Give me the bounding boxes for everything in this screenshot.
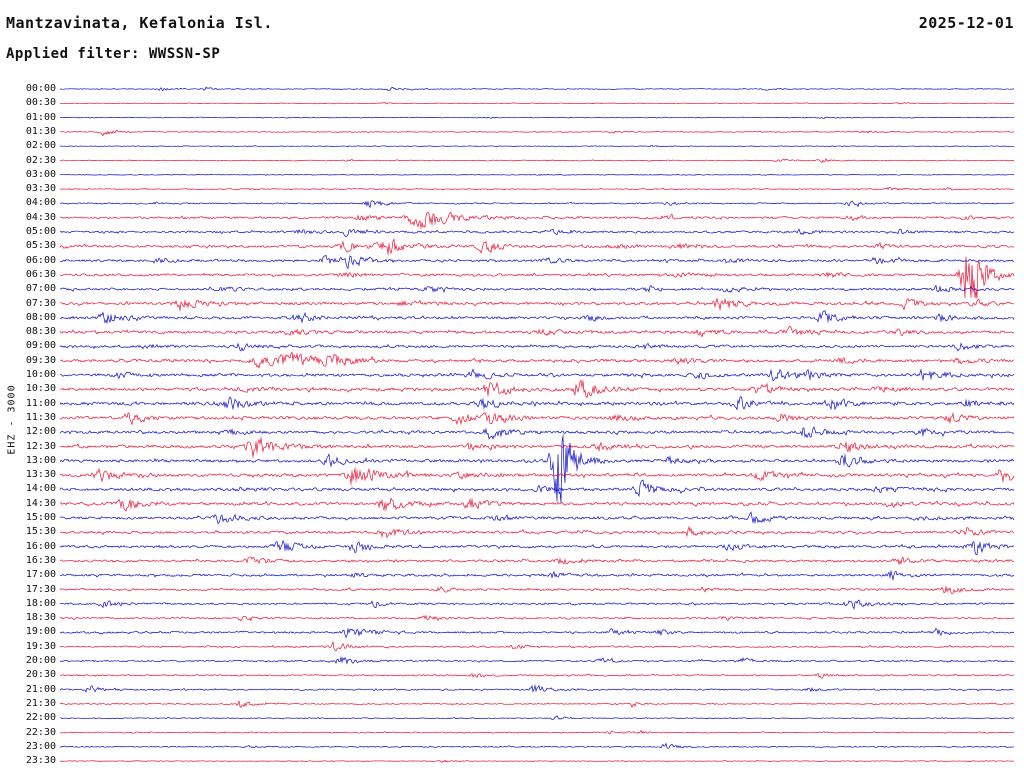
time-label: 18:30 bbox=[25, 612, 56, 624]
time-label: 05:00 bbox=[25, 226, 56, 237]
time-label: 07:00 bbox=[25, 283, 56, 295]
record-date: 2025-12-01 bbox=[918, 14, 1014, 32]
time-label: 01:30 bbox=[25, 125, 56, 137]
time-label: 15:30 bbox=[25, 526, 56, 538]
time-label: 10:30 bbox=[25, 383, 56, 395]
time-label: 11:30 bbox=[25, 411, 56, 423]
time-label: 10:00 bbox=[25, 369, 56, 380]
time-label: 21:00 bbox=[25, 683, 56, 695]
time-label: 02:30 bbox=[25, 154, 56, 166]
time-label: 09:00 bbox=[25, 340, 56, 352]
station-title: Mantzavinata, Kefalonia Isl. bbox=[6, 14, 273, 32]
time-label: 14:00 bbox=[25, 483, 56, 495]
filter-label: Applied filter: WWSSN-SP bbox=[6, 46, 221, 62]
time-label: 03:00 bbox=[25, 168, 56, 180]
time-label: 08:30 bbox=[25, 326, 56, 338]
time-label: 19:00 bbox=[25, 626, 56, 638]
time-label: 14:30 bbox=[25, 497, 56, 509]
time-label: 16:30 bbox=[25, 554, 56, 566]
time-label: 05:30 bbox=[25, 240, 56, 252]
time-label: 23:30 bbox=[25, 755, 56, 767]
time-label: 01:00 bbox=[25, 111, 56, 123]
time-label: 19:30 bbox=[25, 640, 56, 652]
time-label: 13:30 bbox=[25, 469, 56, 481]
time-label: 13:00 bbox=[25, 454, 56, 466]
time-label: 12:30 bbox=[25, 440, 56, 452]
time-label: 00:00 bbox=[25, 83, 56, 94]
time-label: 22:30 bbox=[25, 726, 56, 738]
time-label: 16:00 bbox=[25, 540, 56, 552]
time-label: 20:30 bbox=[25, 669, 56, 681]
time-label: 23:00 bbox=[25, 740, 56, 752]
time-label: 03:30 bbox=[25, 183, 56, 195]
time-label: 06:00 bbox=[25, 254, 56, 266]
time-label: 06:30 bbox=[25, 268, 56, 280]
time-label: 09:30 bbox=[25, 354, 56, 366]
time-label: 04:00 bbox=[25, 197, 56, 209]
time-label-column: 00:00 00:30 01:00 01:30 02:00 02:30 03:00 03:30… bbox=[0, 0, 56, 780]
time-label: 04:30 bbox=[25, 211, 56, 223]
time-label: 08:00 bbox=[25, 311, 56, 323]
time-label: 21:30 bbox=[25, 697, 56, 709]
time-label: 12:00 bbox=[25, 426, 56, 438]
time-label: 17:30 bbox=[25, 583, 56, 595]
time-label: 17:00 bbox=[25, 569, 56, 581]
time-label: 00:30 bbox=[25, 97, 56, 109]
time-label: 15:00 bbox=[25, 512, 56, 523]
time-label: 07:30 bbox=[25, 297, 56, 309]
time-label: 18:00 bbox=[25, 597, 56, 609]
time-label: 22:00 bbox=[25, 712, 56, 724]
time-label: 02:00 bbox=[25, 140, 56, 152]
time-label: 11:00 bbox=[25, 397, 56, 409]
time-label: 20:00 bbox=[25, 655, 56, 666]
